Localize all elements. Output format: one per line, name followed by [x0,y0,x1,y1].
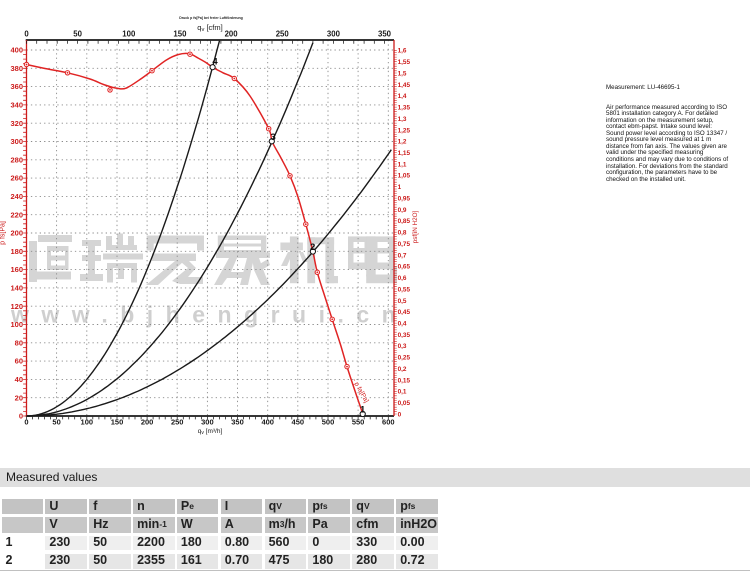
svg-text:250: 250 [171,418,184,427]
svg-text:200: 200 [10,229,23,238]
svg-text:0: 0 [24,418,28,427]
svg-text:450: 450 [292,418,305,427]
svg-text:100: 100 [122,30,136,39]
svg-text:www.bjhengrui.cn: www.bjhengrui.cn [10,302,408,328]
svg-text:220: 220 [10,210,23,219]
svg-text:550: 550 [352,418,365,427]
svg-text:320: 320 [10,119,23,128]
svg-text:1,3: 1,3 [398,116,407,123]
svg-text:0,9: 0,9 [398,207,407,214]
svg-text:250: 250 [276,30,290,39]
svg-text:0,2: 0,2 [398,366,407,373]
svg-text:0: 0 [24,30,29,39]
svg-text:300: 300 [201,418,214,427]
svg-text:100: 100 [10,320,23,329]
svg-text:1,5: 1,5 [398,70,407,77]
svg-text:200: 200 [225,30,239,39]
svg-text:160: 160 [10,265,23,274]
svg-text:0,8: 0,8 [398,230,407,237]
svg-text:0,3: 0,3 [398,343,407,350]
svg-text:1,15: 1,15 [398,150,411,157]
svg-text:360: 360 [10,82,23,91]
svg-text:0: 0 [398,411,402,418]
svg-text:0,65: 0,65 [398,264,411,271]
svg-text:0,55: 0,55 [398,286,411,293]
svg-text:0,25: 0,25 [398,355,411,362]
svg-text:1,4: 1,4 [398,93,407,100]
svg-text:psf[iN H2O]: psf[iN H2O] [412,210,419,243]
svg-text:150: 150 [111,418,124,427]
svg-text:1: 1 [360,405,366,416]
svg-text:0,45: 0,45 [398,309,411,316]
svg-text:200: 200 [141,418,154,427]
svg-text:180: 180 [10,247,23,256]
svg-text:300: 300 [10,137,23,146]
svg-text:50: 50 [52,418,60,427]
svg-text:260: 260 [10,174,23,183]
svg-text:0,4: 0,4 [398,321,407,328]
svg-text:100: 100 [81,418,94,427]
svg-text:600: 600 [382,418,395,427]
svg-text:400: 400 [261,418,274,427]
svg-text:0,35: 0,35 [398,332,411,339]
svg-text:50: 50 [73,30,82,39]
svg-text:qv [cfm]: qv [cfm] [197,23,222,33]
svg-text:0,6: 0,6 [398,275,407,282]
svg-text:80: 80 [15,338,23,347]
svg-text:60: 60 [15,357,23,366]
svg-text:1,6: 1,6 [398,48,407,55]
svg-text:400: 400 [10,46,23,55]
svg-text:1,25: 1,25 [398,127,411,134]
svg-text:500: 500 [322,418,335,427]
svg-text:0,75: 0,75 [398,241,411,248]
svg-text:1: 1 [398,184,402,191]
svg-text:300: 300 [327,30,341,39]
svg-text:240: 240 [10,192,23,201]
svg-text:0,05: 0,05 [398,400,411,407]
svg-text:350: 350 [378,30,392,39]
svg-text:0,1: 0,1 [398,389,407,396]
svg-text:qv [m³/h]: qv [m³/h] [198,428,223,436]
svg-text:150: 150 [173,30,187,39]
svg-text:1,1: 1,1 [398,161,407,168]
svg-text:0,15: 0,15 [398,377,411,384]
svg-text:140: 140 [10,284,23,293]
svg-text:p fs[Pa]: p fs[Pa] [0,221,7,245]
svg-text:0: 0 [19,412,23,421]
svg-text:0,95: 0,95 [398,196,411,203]
svg-text:280: 280 [10,155,23,164]
svg-text:120: 120 [10,302,23,311]
svg-text:1,45: 1,45 [398,82,411,89]
svg-text:3: 3 [271,132,276,143]
svg-text:20: 20 [15,393,23,402]
svg-text:4: 4 [212,57,218,68]
svg-text:1,35: 1,35 [398,105,411,112]
svg-text:1,2: 1,2 [398,139,407,146]
svg-text:0,7: 0,7 [398,252,407,259]
svg-text:- p fa[Pa]: - p fa[Pa] [351,378,370,405]
svg-text:2: 2 [310,242,315,253]
svg-text:340: 340 [10,101,23,110]
svg-text:1,55: 1,55 [398,59,411,66]
svg-text:Druck p fs[Pa] bei freier Luft: Druck p fs[Pa] bei freier Luftförderung [179,16,243,20]
svg-text:1,05: 1,05 [398,173,411,180]
svg-text:350: 350 [231,418,244,427]
svg-text:0,5: 0,5 [398,298,407,305]
svg-text:40: 40 [15,375,23,384]
svg-text:0,85: 0,85 [398,218,411,225]
svg-text:380: 380 [10,64,23,73]
